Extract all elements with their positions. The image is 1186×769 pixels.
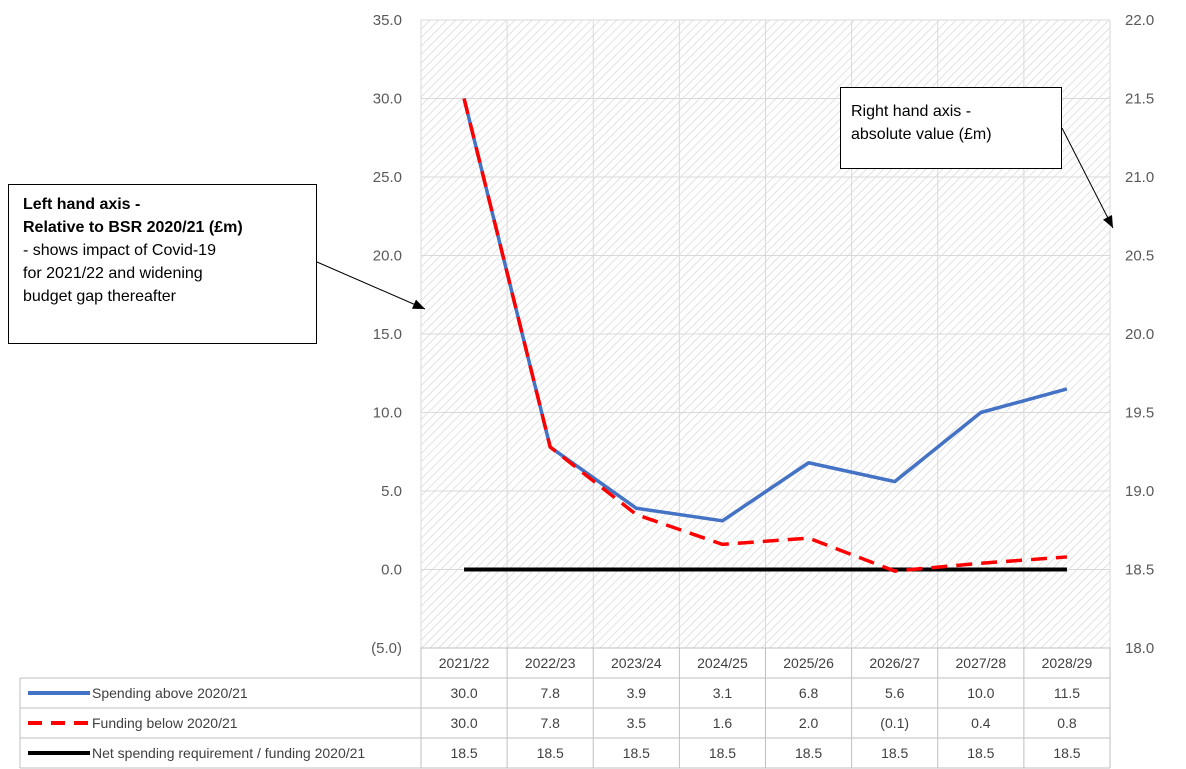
x-category-label: 2023/24 [611, 655, 662, 671]
callout-arrow-head [412, 299, 425, 309]
y-left-tick-label: 0.0 [381, 562, 402, 579]
y-left-tick-label: 5.0 [381, 483, 402, 500]
series-line [462, 98, 1068, 573]
callout-arrow-line [316, 261, 426, 310]
data-table-value: 18.5 [795, 745, 822, 761]
y-right-tick-label: 19.5 [1125, 405, 1154, 422]
callout-arrow-line [1061, 127, 1114, 229]
data-table-value: 5.6 [885, 685, 905, 701]
callout-left-line3: - shows impact of Covid-19 [23, 242, 216, 259]
callout-right-line1: Right hand axis - [851, 103, 972, 120]
x-category-label: 2024/25 [697, 655, 748, 671]
y-left-tick-label: 10.0 [373, 405, 402, 422]
data-table-value: 30.0 [450, 685, 477, 701]
y-left-tick-label: 15.0 [373, 326, 402, 343]
data-table-value: 18.5 [537, 745, 564, 761]
x-category-label: 2025/26 [783, 655, 834, 671]
data-table-value: 18.5 [1053, 745, 1080, 761]
data-table-value: 18.5 [967, 745, 994, 761]
data-table-value: 18.5 [709, 745, 736, 761]
y-right-tick-label: 18.5 [1125, 562, 1154, 579]
y-right-tick-label: 21.0 [1125, 169, 1154, 186]
legend-label: Spending above 2020/21 [92, 685, 248, 701]
y-right-tick-label: 20.5 [1125, 248, 1154, 265]
x-category-label: 2026/27 [869, 655, 920, 671]
callout-left-line4: for 2021/22 and widening [23, 265, 203, 282]
data-table-value: 3.1 [713, 685, 733, 701]
data-table-value: 7.8 [540, 715, 560, 731]
data-table-value: 1.6 [713, 715, 733, 731]
x-category-label: 2021/22 [439, 655, 490, 671]
data-table-value: 18.5 [881, 745, 908, 761]
callout-left-line5: budget gap thereafter [23, 288, 177, 305]
data-table-value: (0.1) [880, 715, 909, 731]
y-left-tick-label: 20.0 [373, 248, 402, 265]
data-table-value: 18.5 [623, 745, 650, 761]
data-table-value: 11.5 [1054, 685, 1080, 701]
data-table-value: 2.0 [799, 715, 819, 731]
data-table-value: 0.4 [971, 715, 991, 731]
data-table-value: 0.8 [1057, 715, 1077, 731]
x-category-label: 2022/23 [525, 655, 576, 671]
data-table-value: 10.0 [967, 685, 994, 701]
callout-right-line2: absolute value (£m) [851, 126, 992, 143]
right-axis-callout: Right hand axis - absolute value (£m) [840, 87, 1062, 169]
y-right-tick-label: 22.0 [1125, 12, 1154, 29]
data-table-value: 30.0 [450, 715, 477, 731]
y-right-tick-label: 20.0 [1125, 326, 1154, 343]
callout-arrow-head [1103, 215, 1113, 228]
y-right-tick-label: 19.0 [1125, 483, 1154, 500]
y-right-tick-label: 21.5 [1125, 91, 1154, 108]
legend-label: Net spending requirement / funding 2020/… [92, 745, 365, 761]
y-left-tick-label: 30.0 [373, 91, 402, 108]
y-left-tick-label: 35.0 [373, 12, 402, 29]
x-category-label: 2028/29 [1042, 655, 1093, 671]
data-table-value: 3.9 [627, 685, 647, 701]
y-left-tick-label: (5.0) [371, 640, 402, 657]
data-table-value: 18.5 [450, 745, 477, 761]
legend-label: Funding below 2020/21 [92, 715, 238, 731]
data-table-value: 3.5 [627, 715, 647, 731]
left-axis-callout: Left hand axis - Relative to BSR 2020/21… [8, 184, 317, 344]
callout-left-line2: Relative to BSR 2020/21 (£m) [23, 219, 243, 236]
y-left-tick-label: 25.0 [373, 169, 402, 186]
x-category-label: 2027/28 [956, 655, 1007, 671]
y-right-tick-label: 18.0 [1125, 640, 1154, 657]
data-table-value: 6.8 [799, 685, 819, 701]
data-table-value: 7.8 [540, 685, 560, 701]
callout-left-line1: Left hand axis - [23, 196, 141, 213]
